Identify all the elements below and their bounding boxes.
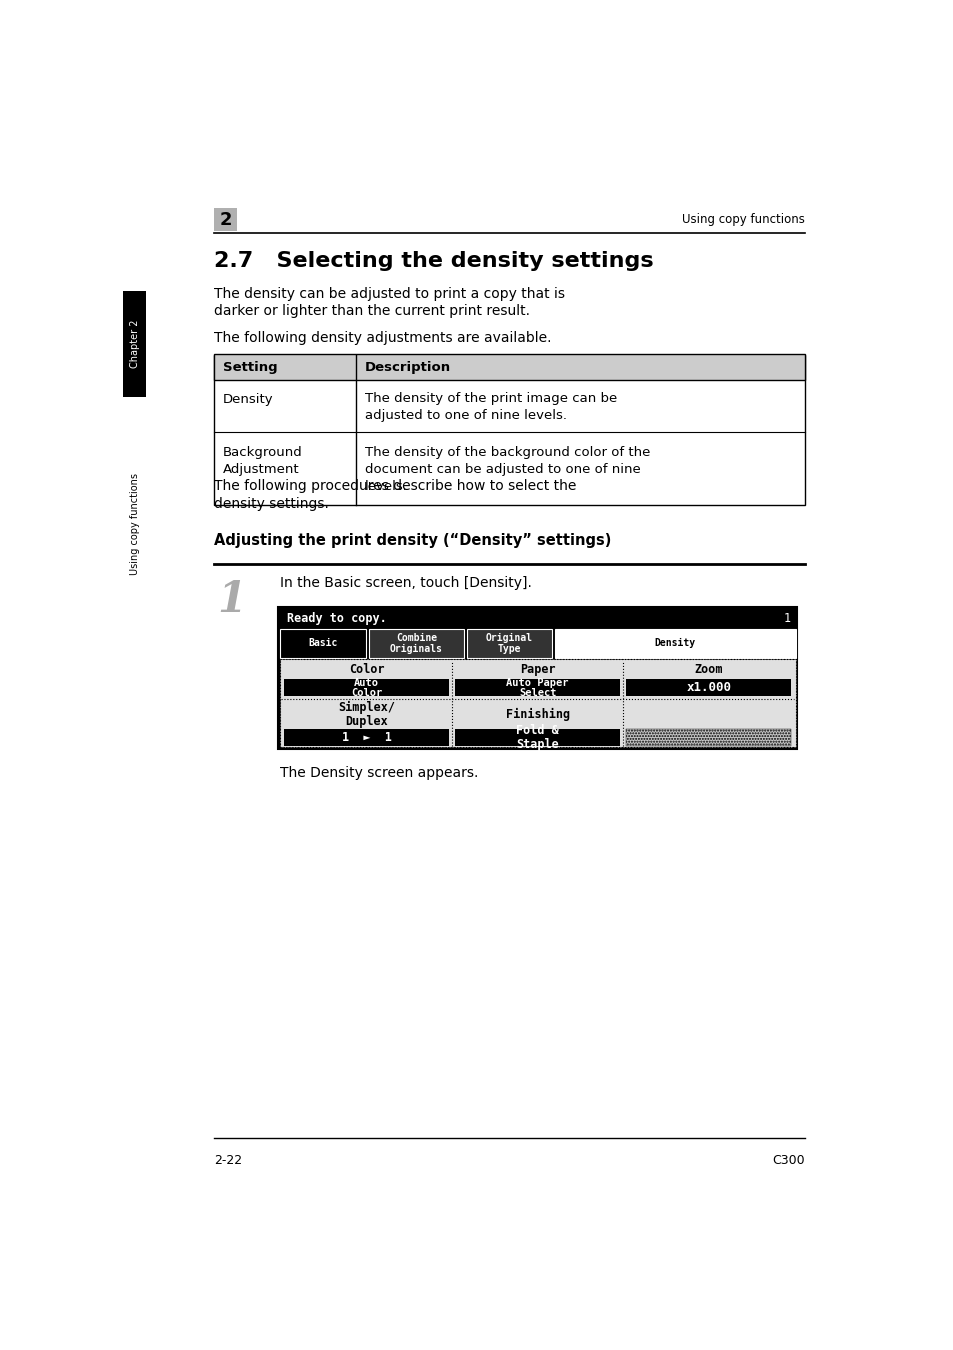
Text: In the Basic screen, touch [Density].: In the Basic screen, touch [Density]. (279, 576, 531, 590)
Text: Auto Paper
Select: Auto Paper Select (506, 678, 568, 698)
Text: Original
Type: Original Type (485, 633, 533, 653)
Text: 1  ►  1: 1 ► 1 (341, 730, 392, 744)
Text: Using copy functions: Using copy functions (130, 472, 139, 575)
Text: Chapter 2: Chapter 2 (130, 320, 139, 369)
Bar (213, 355, 804, 379)
Text: Setting: Setting (223, 360, 277, 374)
Text: Paper: Paper (519, 663, 555, 676)
Bar (455, 729, 619, 745)
Bar (555, 629, 795, 657)
Bar (278, 608, 797, 749)
Text: The Density screen appears.: The Density screen appears. (279, 767, 477, 780)
Text: Adjustment: Adjustment (223, 463, 299, 477)
Text: The following procedures describe how to select the: The following procedures describe how to… (213, 479, 576, 493)
Text: document can be adjusted to one of nine: document can be adjusted to one of nine (365, 463, 640, 477)
Text: Basic: Basic (308, 639, 337, 648)
Text: 2: 2 (219, 211, 232, 228)
Bar (284, 729, 449, 745)
Text: 1: 1 (217, 579, 247, 621)
Text: The following density adjustments are available.: The following density adjustments are av… (213, 331, 551, 346)
Text: Density: Density (654, 639, 695, 648)
Text: levels.: levels. (365, 481, 407, 493)
Text: Zoom: Zoom (694, 663, 722, 676)
Text: darker or lighter than the current print result.: darker or lighter than the current print… (213, 305, 529, 319)
Bar (467, 629, 551, 657)
Bar (284, 679, 449, 697)
Text: C300: C300 (772, 1154, 804, 1166)
Bar (123, 292, 146, 397)
Text: The density of the print image can be: The density of the print image can be (365, 392, 617, 405)
Text: 2-22: 2-22 (213, 1154, 242, 1166)
Bar (626, 729, 790, 745)
Bar (626, 679, 790, 697)
Text: Finishing: Finishing (505, 709, 569, 721)
Text: adjusted to one of nine levels.: adjusted to one of nine levels. (365, 409, 566, 421)
Text: Auto
Color: Auto Color (351, 678, 382, 698)
Text: Adjusting the print density (“Density” settings): Adjusting the print density (“Density” s… (213, 533, 611, 548)
Text: density settings.: density settings. (213, 497, 329, 510)
Bar (369, 629, 464, 657)
Text: Combine
Originals: Combine Originals (390, 633, 442, 653)
Text: The density of the background color of the: The density of the background color of t… (365, 446, 650, 459)
Bar (279, 659, 795, 747)
Text: Background: Background (223, 446, 302, 459)
Text: Color: Color (349, 663, 384, 676)
Text: 1: 1 (783, 612, 790, 625)
Text: Density: Density (223, 393, 274, 406)
Bar (455, 679, 619, 697)
Text: Simplex/
Duplex: Simplex/ Duplex (338, 701, 395, 729)
Bar (279, 629, 365, 657)
Text: Ready to copy.: Ready to copy. (287, 612, 387, 625)
Text: The density can be adjusted to print a copy that is: The density can be adjusted to print a c… (213, 286, 564, 301)
Text: Description: Description (365, 360, 451, 374)
Bar (213, 355, 804, 505)
Text: x1.000: x1.000 (685, 682, 731, 694)
Bar (279, 659, 795, 747)
Text: 2.7   Selecting the density settings: 2.7 Selecting the density settings (213, 251, 653, 270)
Bar (213, 208, 236, 231)
Text: Fold &
Staple: Fold & Staple (516, 724, 558, 751)
Text: Using copy functions: Using copy functions (681, 213, 804, 227)
